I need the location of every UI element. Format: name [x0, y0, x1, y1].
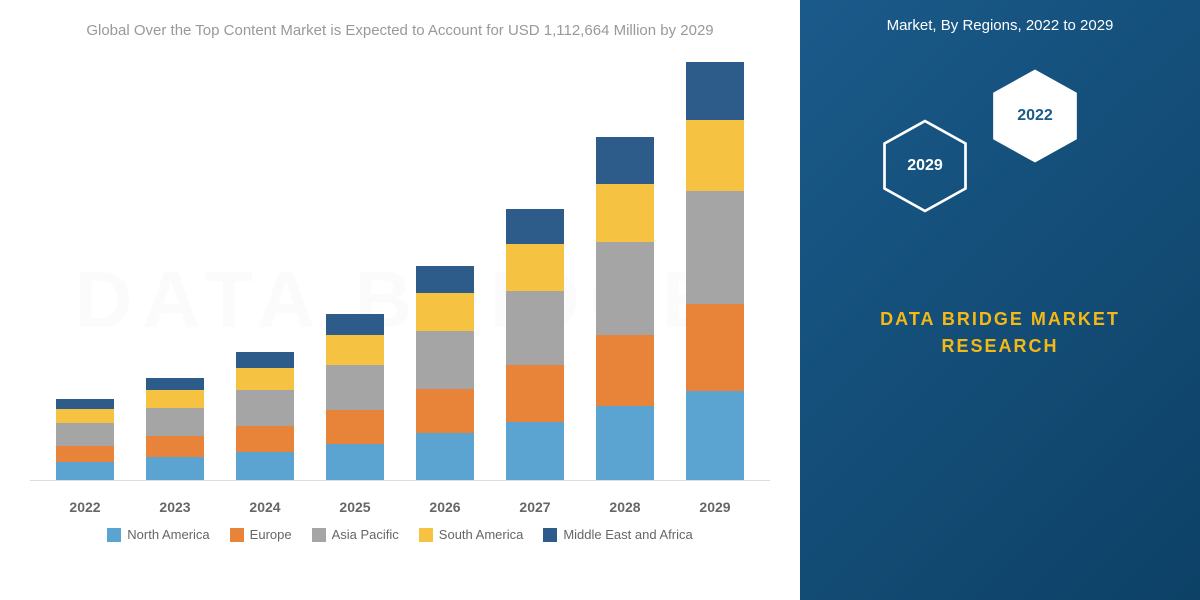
legend-item: Europe	[230, 527, 292, 542]
bar-group	[130, 378, 220, 480]
legend-item: North America	[107, 527, 209, 542]
bar-segment	[596, 335, 654, 406]
x-label: 2024	[220, 499, 310, 515]
bar-segment	[416, 293, 474, 330]
bars-container	[30, 61, 770, 481]
bar-segment	[146, 436, 204, 457]
bar-segment	[326, 444, 384, 480]
bar-segment	[686, 120, 744, 191]
legend-swatch	[543, 528, 557, 542]
bar-segment	[416, 389, 474, 433]
legend-label: South America	[439, 527, 524, 542]
bar-segment	[506, 422, 564, 480]
bar-segment	[326, 314, 384, 335]
x-label: 2026	[400, 499, 490, 515]
bar-group	[40, 399, 130, 480]
info-title: Market, By Regions, 2022 to 2029	[820, 15, 1180, 36]
bar-segment	[506, 244, 564, 291]
legend-swatch	[107, 528, 121, 542]
bar-segment	[326, 410, 384, 444]
bar-segment	[236, 452, 294, 480]
chart-panel: DATA BRIDGE Global Over the Top Content …	[0, 0, 800, 600]
brand-line2: RESEARCH	[820, 333, 1180, 360]
bar-segment	[236, 352, 294, 368]
bar-segment	[506, 291, 564, 365]
stacked-bar	[506, 209, 564, 480]
brand-line1: DATA BRIDGE MARKET	[820, 306, 1180, 333]
bar-segment	[506, 209, 564, 245]
bar-segment	[56, 423, 114, 446]
legend-item: Middle East and Africa	[543, 527, 692, 542]
x-label: 2025	[310, 499, 400, 515]
bar-segment	[236, 426, 294, 452]
bar-group	[220, 352, 310, 480]
legend-swatch	[230, 528, 244, 542]
bar-group	[580, 137, 670, 480]
bar-segment	[146, 390, 204, 408]
bar-segment	[236, 390, 294, 426]
stacked-bar	[416, 266, 474, 480]
bar-segment	[56, 399, 114, 409]
bar-segment	[686, 191, 744, 304]
bar-segment	[416, 266, 474, 293]
bar-segment	[146, 457, 204, 480]
x-label: 2023	[130, 499, 220, 515]
bar-group	[400, 266, 490, 480]
x-label: 2029	[670, 499, 760, 515]
bar-segment	[686, 391, 744, 480]
stacked-bar	[326, 314, 384, 480]
bar-segment	[686, 62, 744, 120]
legend-item: Asia Pacific	[312, 527, 399, 542]
legend-label: North America	[127, 527, 209, 542]
x-label: 2028	[580, 499, 670, 515]
bar-segment	[416, 433, 474, 480]
bar-segment	[506, 365, 564, 422]
bar-segment	[596, 242, 654, 335]
bar-segment	[56, 409, 114, 424]
bar-segment	[56, 462, 114, 480]
x-axis-labels: 20222023202420252026202720282029	[30, 491, 770, 515]
info-panel: Market, By Regions, 2022 to 2029 2029 20…	[800, 0, 1200, 600]
brand-text: DATA BRIDGE MARKET RESEARCH	[820, 306, 1180, 360]
bar-segment	[686, 304, 744, 391]
legend-swatch	[312, 528, 326, 542]
legend-label: Middle East and Africa	[563, 527, 692, 542]
stacked-bar	[146, 378, 204, 480]
legend-item: South America	[419, 527, 524, 542]
bar-segment	[56, 446, 114, 462]
bar-segment	[236, 368, 294, 391]
hexagon-graphic: 2029 2022	[820, 66, 1180, 266]
bar-segment	[596, 406, 654, 480]
stacked-bar	[686, 62, 744, 480]
hexagon-2029: 2029	[880, 116, 970, 216]
chart-title: Global Over the Top Content Market is Ex…	[30, 20, 770, 41]
stacked-bar	[596, 137, 654, 480]
x-label: 2022	[40, 499, 130, 515]
legend-label: Asia Pacific	[332, 527, 399, 542]
legend-label: Europe	[250, 527, 292, 542]
stacked-bar	[56, 399, 114, 480]
chart-area	[30, 61, 770, 481]
x-label: 2027	[490, 499, 580, 515]
bar-segment	[326, 365, 384, 410]
hexagon-2022: 2022	[990, 66, 1080, 166]
hex-back-label: 2029	[907, 157, 943, 175]
bar-segment	[146, 378, 204, 390]
legend-swatch	[419, 528, 433, 542]
bar-segment	[416, 331, 474, 389]
bar-group	[670, 62, 760, 480]
bar-group	[490, 209, 580, 480]
bar-segment	[146, 408, 204, 436]
bar-group	[310, 314, 400, 480]
hex-front-label: 2022	[1017, 107, 1053, 125]
bar-segment	[596, 184, 654, 242]
stacked-bar	[236, 352, 294, 480]
bar-segment	[326, 335, 384, 364]
legend: North America Europe Asia Pacific South Ame…	[30, 527, 770, 542]
bar-segment	[596, 137, 654, 184]
